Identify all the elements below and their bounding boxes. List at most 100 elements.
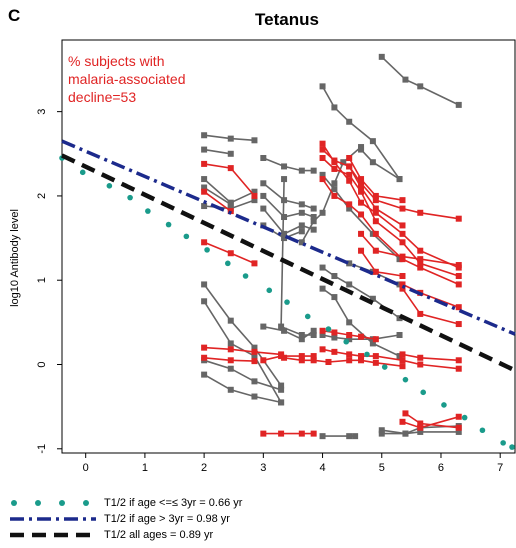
y-tick-label: 2: [36, 193, 48, 199]
subject-point: [399, 351, 406, 358]
subject-point: [346, 281, 353, 288]
x-tick-label: 2: [201, 462, 207, 474]
fit-dot-teal: [420, 389, 427, 396]
fit-dot-teal: [325, 326, 332, 332]
subject-point: [278, 399, 285, 406]
subject-point: [455, 101, 462, 108]
subject-point: [372, 218, 379, 225]
subject-point: [251, 192, 258, 199]
subject-point: [399, 357, 406, 364]
subject-point: [417, 256, 424, 263]
subject-point: [340, 159, 347, 166]
subject-point: [358, 230, 365, 237]
subject-point: [346, 351, 353, 358]
subject-point: [372, 247, 379, 254]
subject-point: [201, 203, 208, 210]
legend-swatch-dashed: [10, 532, 96, 538]
legend: T1/2 if age <=≤ 3yr = 0.66 yr T1/2 if ag…: [8, 496, 308, 544]
y-tick-label: 0: [36, 361, 48, 367]
subject-point: [278, 323, 285, 330]
subject-point: [399, 281, 406, 288]
subject-point: [201, 354, 208, 361]
subject-point: [278, 430, 285, 437]
subject-point: [346, 177, 353, 184]
subject-point: [369, 340, 376, 347]
subject-point: [281, 163, 288, 170]
subject-point: [251, 393, 258, 400]
subject-point: [358, 211, 365, 218]
subject-point: [331, 192, 338, 199]
subject-point: [402, 76, 409, 83]
chart-title: Tetanus: [255, 10, 319, 29]
fit-dot-teal: [225, 260, 231, 267]
subject-point: [227, 340, 234, 347]
fit-dot-teal: [266, 287, 273, 294]
subject-point: [201, 184, 208, 191]
subject-point: [331, 165, 338, 172]
subject-line: [203, 300, 282, 403]
subject-point: [346, 201, 353, 208]
subject-line: [204, 346, 282, 356]
subject-point: [310, 327, 317, 334]
subject-point: [310, 353, 317, 360]
subject-point: [319, 83, 326, 90]
subject-point: [201, 188, 208, 195]
subject-point: [346, 163, 353, 170]
subject-point: [358, 146, 365, 153]
subject-point: [372, 359, 379, 366]
legend-label-teal: T1/2 if age <=≤ 3yr = 0.66 yr: [104, 497, 243, 509]
fit-dot-teal: [364, 351, 370, 358]
subject-point: [346, 118, 353, 125]
subject-point: [372, 353, 379, 360]
subject-point: [358, 188, 365, 195]
y-tick-label: 3: [36, 109, 48, 115]
fit-dot-teal: [461, 414, 468, 421]
subject-point: [396, 176, 403, 183]
subject-point: [399, 222, 406, 229]
legend-swatch-dashdot: [10, 517, 96, 521]
plot-frame: [61, 39, 516, 454]
subject-point: [455, 281, 462, 288]
subject-point: [201, 298, 208, 305]
subject-line: [203, 191, 232, 212]
subject-point: [455, 357, 462, 364]
fit-dot-teal: [500, 440, 506, 446]
subject-point: [281, 327, 288, 334]
subject-point: [227, 386, 234, 393]
subject-line: [203, 186, 232, 206]
subject-point: [358, 333, 365, 340]
subject-point: [227, 346, 234, 353]
subject-point: [260, 180, 267, 187]
subject-point: [346, 433, 353, 440]
subject-point: [251, 348, 258, 355]
subject-point: [281, 354, 288, 361]
subject-point: [227, 317, 234, 324]
subject-point: [319, 171, 326, 178]
x-tick-label: 0: [83, 462, 89, 474]
subject-point: [352, 433, 359, 440]
subject-point: [331, 104, 338, 111]
subject-point: [455, 273, 462, 279]
subject-line: [203, 148, 231, 155]
subject-point: [399, 197, 406, 204]
legend-label-black: T1/2 all ages = 0.89 yr: [104, 529, 214, 541]
subject-point: [298, 239, 305, 246]
subject-point: [346, 336, 353, 343]
subject-point: [331, 157, 338, 164]
subject-point: [319, 176, 326, 183]
x-tick-label: 1: [142, 462, 148, 474]
subject-point: [227, 165, 234, 172]
subject-point: [298, 430, 305, 437]
fit-dot-teal: [509, 444, 515, 450]
subject-point: [251, 260, 258, 267]
subject-point: [417, 247, 424, 254]
fit-dot-teal: [204, 247, 210, 253]
subject-point: [310, 357, 317, 364]
fit-dot-teal: [183, 233, 190, 240]
subject-point: [399, 205, 406, 212]
subject-point: [227, 357, 234, 364]
subject-point: [399, 239, 406, 246]
subject-point: [417, 264, 424, 271]
subject-point: [369, 138, 376, 145]
subject-point: [298, 332, 305, 338]
